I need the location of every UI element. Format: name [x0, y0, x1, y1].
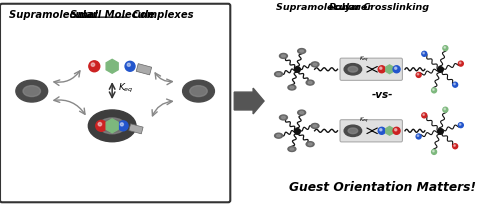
- Ellipse shape: [190, 86, 208, 97]
- Circle shape: [393, 127, 400, 134]
- Circle shape: [432, 149, 436, 154]
- Ellipse shape: [298, 48, 306, 54]
- Ellipse shape: [348, 66, 358, 72]
- Circle shape: [432, 88, 436, 93]
- FancyBboxPatch shape: [340, 58, 402, 80]
- Ellipse shape: [280, 115, 287, 120]
- Ellipse shape: [313, 125, 317, 127]
- Text: Small Molecule: Small Molecule: [70, 10, 155, 20]
- Ellipse shape: [99, 118, 126, 134]
- Circle shape: [96, 120, 106, 131]
- Circle shape: [460, 62, 461, 64]
- Circle shape: [378, 127, 385, 134]
- FancyBboxPatch shape: [0, 4, 230, 202]
- Text: Complexes: Complexes: [129, 10, 194, 20]
- Ellipse shape: [348, 128, 358, 134]
- Circle shape: [89, 61, 100, 72]
- Circle shape: [125, 61, 135, 71]
- Circle shape: [118, 121, 128, 131]
- Circle shape: [432, 150, 434, 152]
- Circle shape: [458, 123, 464, 128]
- Circle shape: [452, 144, 458, 149]
- Text: $K_{eq}$: $K_{eq}$: [359, 55, 370, 65]
- Ellipse shape: [288, 147, 296, 152]
- Ellipse shape: [306, 142, 314, 147]
- Ellipse shape: [182, 80, 214, 102]
- Ellipse shape: [290, 148, 294, 150]
- Circle shape: [394, 129, 397, 131]
- Circle shape: [416, 73, 421, 77]
- Text: -vs-: -vs-: [372, 90, 393, 100]
- Text: Polymer: Polymer: [328, 3, 372, 12]
- Ellipse shape: [88, 110, 136, 142]
- Ellipse shape: [311, 62, 319, 67]
- Circle shape: [423, 114, 424, 115]
- Ellipse shape: [298, 110, 306, 115]
- Circle shape: [418, 73, 419, 75]
- Circle shape: [423, 52, 424, 54]
- Circle shape: [418, 135, 419, 136]
- Ellipse shape: [276, 73, 280, 75]
- Circle shape: [393, 66, 400, 73]
- Ellipse shape: [344, 64, 362, 75]
- Text: $K_{eq}$: $K_{eq}$: [359, 116, 370, 126]
- Circle shape: [91, 63, 94, 66]
- Ellipse shape: [290, 86, 294, 89]
- Circle shape: [452, 82, 458, 87]
- Ellipse shape: [306, 80, 314, 85]
- Text: Guest Orientation Matters!: Guest Orientation Matters!: [288, 181, 476, 194]
- Text: Crosslinking: Crosslinking: [360, 3, 430, 12]
- Circle shape: [416, 134, 421, 139]
- Circle shape: [454, 145, 456, 146]
- Ellipse shape: [274, 72, 282, 77]
- Ellipse shape: [274, 133, 282, 138]
- Ellipse shape: [282, 116, 286, 119]
- Circle shape: [444, 47, 446, 48]
- Circle shape: [454, 83, 456, 85]
- Ellipse shape: [300, 50, 304, 52]
- FancyBboxPatch shape: [340, 120, 402, 142]
- Ellipse shape: [16, 80, 48, 102]
- Circle shape: [432, 89, 434, 90]
- Circle shape: [380, 129, 382, 131]
- Circle shape: [98, 122, 102, 126]
- Circle shape: [422, 113, 427, 118]
- Ellipse shape: [280, 54, 287, 58]
- Circle shape: [380, 67, 382, 69]
- Ellipse shape: [282, 55, 286, 57]
- Text: $K_{eq}$: $K_{eq}$: [118, 82, 134, 95]
- Ellipse shape: [288, 85, 296, 90]
- Circle shape: [422, 51, 427, 56]
- Circle shape: [394, 67, 397, 69]
- Circle shape: [120, 123, 124, 126]
- Polygon shape: [136, 64, 152, 75]
- Ellipse shape: [276, 135, 280, 137]
- Ellipse shape: [308, 82, 312, 84]
- Ellipse shape: [311, 124, 319, 128]
- Polygon shape: [129, 124, 143, 134]
- Text: Supramolecular: Supramolecular: [276, 3, 364, 12]
- Circle shape: [443, 46, 448, 51]
- Ellipse shape: [313, 63, 317, 65]
- Circle shape: [458, 61, 464, 66]
- Circle shape: [443, 107, 448, 112]
- Text: Supramolecular: Supramolecular: [9, 10, 101, 20]
- Circle shape: [444, 108, 446, 110]
- Ellipse shape: [308, 143, 312, 145]
- Circle shape: [460, 124, 461, 125]
- Ellipse shape: [344, 125, 362, 136]
- Ellipse shape: [300, 111, 304, 114]
- Circle shape: [378, 66, 385, 73]
- Circle shape: [127, 63, 130, 66]
- Ellipse shape: [23, 86, 40, 97]
- FancyArrow shape: [234, 88, 264, 114]
